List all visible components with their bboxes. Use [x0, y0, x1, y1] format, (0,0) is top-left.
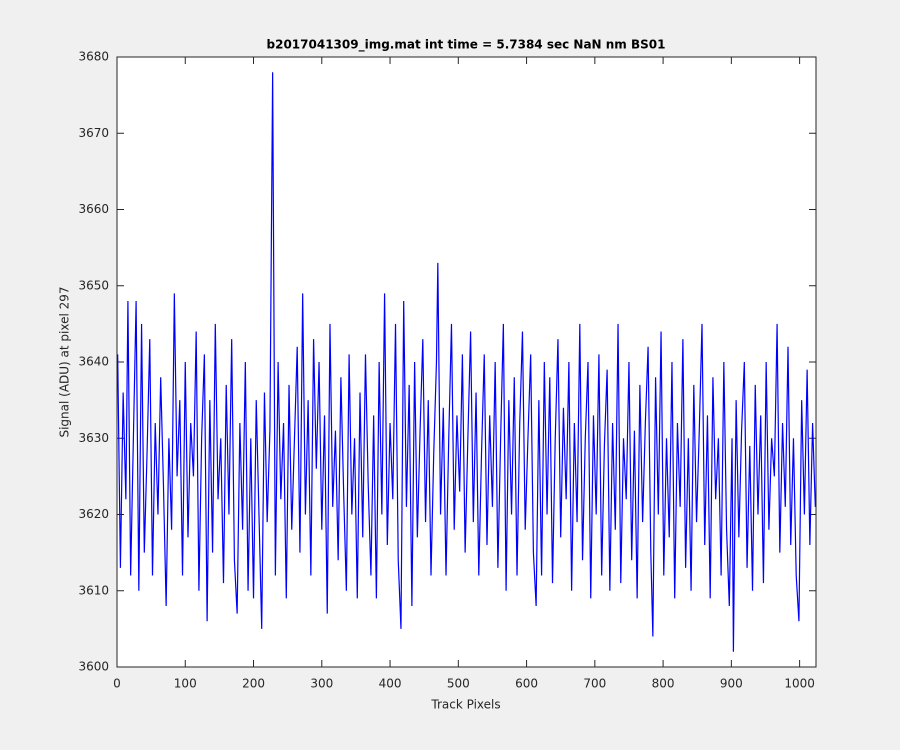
chart-title: b2017041309_img.mat int time = 5.7384 se… — [267, 38, 666, 53]
x-tick-label: 800 — [652, 677, 675, 691]
y-tick-label: 3600 — [78, 660, 109, 674]
x-tick-label: 700 — [583, 677, 606, 691]
x-tick-label: 200 — [242, 677, 265, 691]
x-tick-label: 0 — [113, 677, 121, 691]
y-axis-label: Signal (ADU) at pixel 297 — [58, 286, 72, 437]
y-tick-label: 3660 — [78, 202, 109, 216]
axes-box — [116, 56, 817, 668]
x-tick-label: 1000 — [784, 677, 815, 691]
x-tick-label: 100 — [174, 677, 197, 691]
y-tick-label: 3610 — [78, 583, 109, 597]
x-tick-label: 900 — [720, 677, 743, 691]
y-tick-label: 3620 — [78, 507, 109, 521]
x-axis-label: Track Pixels — [430, 698, 500, 712]
x-tick-label: 500 — [447, 677, 470, 691]
x-tick-label: 300 — [310, 677, 333, 691]
signal-line — [117, 72, 816, 652]
y-tick-label: 3680 — [78, 50, 109, 64]
y-tick-label: 3630 — [78, 431, 109, 445]
y-tick-label: 3650 — [78, 278, 109, 292]
y-tick-label: 3640 — [78, 355, 109, 369]
x-tick-label: 600 — [515, 677, 538, 691]
y-tick-label: 3670 — [78, 126, 109, 140]
x-tick-label: 400 — [379, 677, 402, 691]
